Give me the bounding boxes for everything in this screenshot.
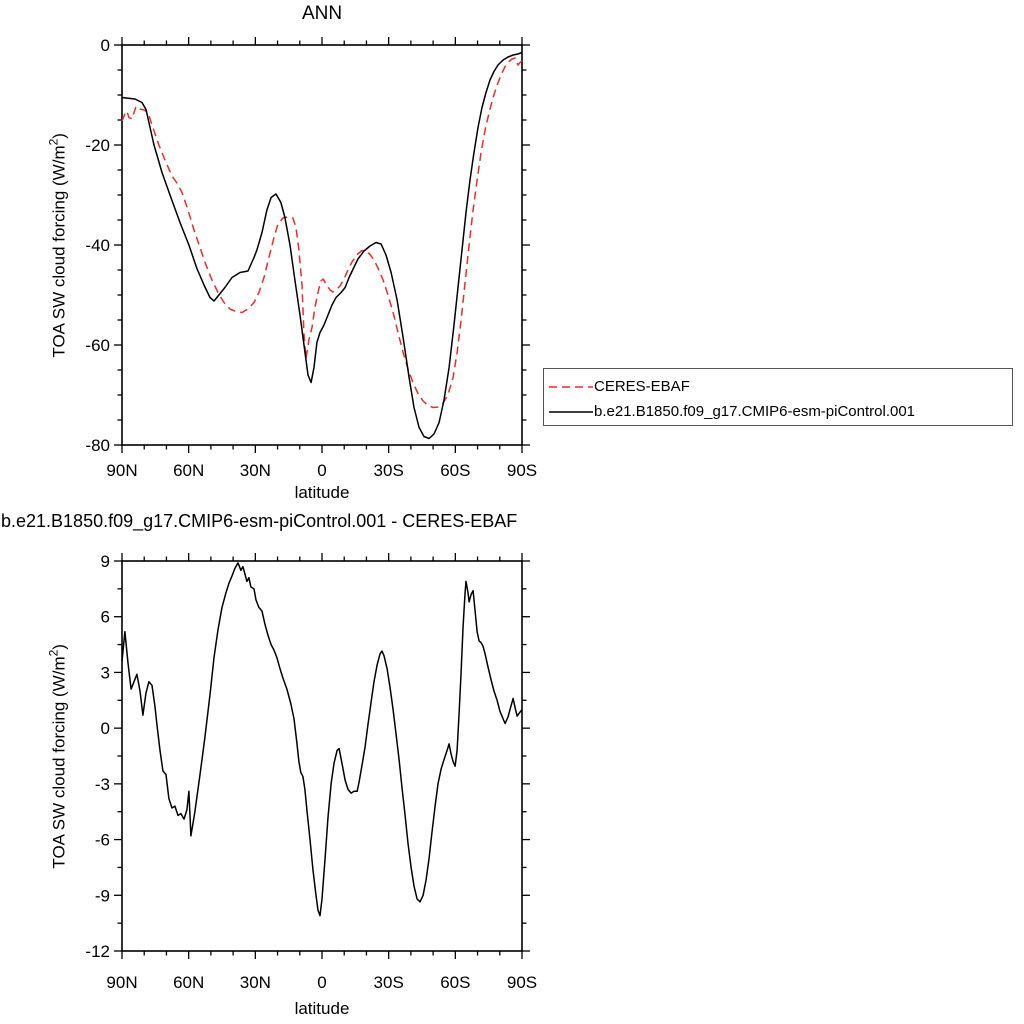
y-tick-label: -12 <box>85 942 110 961</box>
y-tick-label: 3 <box>101 663 110 682</box>
y-axis-label-superscript: 2 <box>46 649 61 657</box>
y-tick-label: -40 <box>85 236 110 255</box>
bottom-chart-y-axis-label: TOA SW cloud forcing (W/m2) <box>47 556 70 956</box>
x-tick-label: 30S <box>374 461 404 480</box>
top-chart-y-axis-label: TOA SW cloud forcing (W/m2) <box>47 45 70 445</box>
y-axis-label-close: ) <box>49 133 69 139</box>
top-chart-plot-area: 90N 60N 30N 0 30S 60S 90S 0 -20 -40 -60 -80 <box>85 36 537 480</box>
x-tick-label: 30N <box>240 973 271 992</box>
x-tick-label: 60S <box>440 461 470 480</box>
bottom-chart-x-axis-label: latitude <box>294 999 350 1018</box>
x-tick-label: 90N <box>106 973 137 992</box>
x-tick-label: 60N <box>173 973 204 992</box>
y-tick-label: 0 <box>101 719 110 738</box>
legend-label-model: b.e21.B1850.f09_g17.CMIP6-esm-piControl.… <box>594 403 916 420</box>
y-axis-label-text: TOA SW cloud forcing (W/m <box>49 145 69 358</box>
series-line-1 <box>121 51 523 440</box>
x-tick-label: 90N <box>106 461 137 480</box>
model-solid-line-sample <box>549 410 593 413</box>
legend-label-ceres-ebaf: CERES-EBAF <box>594 378 690 395</box>
series-line-0 <box>121 562 523 917</box>
legend: CERES-EBAF b.e21.B1850.f09_g17.CMIP6-esm… <box>543 368 1013 426</box>
y-tick-label: -60 <box>85 336 110 355</box>
x-tick-label: 0 <box>317 461 326 480</box>
y-tick-label: -9 <box>95 886 110 905</box>
bottom-chart-plot-area: 90N 60N 30N 0 30S 60S 90S 9 6 3 0 -3 -6 -9 -12 <box>85 552 537 992</box>
bottom-chart-title: b.e21.B1850.f09_g17.CMIP6-esm-piControl.… <box>1 511 518 531</box>
top-chart-title: ANN <box>301 3 343 24</box>
x-tick-label: 90S <box>507 973 537 992</box>
legend-entry-ceres-ebaf: CERES-EBAF <box>549 374 1012 399</box>
x-tick-label: 0 <box>317 973 326 992</box>
y-tick-label: 6 <box>101 608 110 627</box>
x-tick-label: 30N <box>240 461 271 480</box>
y-axis-label-superscript: 2 <box>46 138 61 146</box>
y-tick-label: 9 <box>101 552 110 571</box>
top-chart-x-axis-label: latitude <box>294 483 350 502</box>
y-tick-label: -80 <box>85 436 110 455</box>
x-tick-label: 60S <box>440 973 470 992</box>
x-tick-label: 30S <box>374 973 404 992</box>
series-line-0 <box>121 57 523 409</box>
x-tick-label: 60N <box>173 461 204 480</box>
y-tick-label: -3 <box>95 775 110 794</box>
y-axis-label-close: ) <box>49 644 69 650</box>
y-tick-label: 0 <box>101 36 110 55</box>
y-tick-label: -6 <box>95 831 110 850</box>
y-axis-label-text: TOA SW cloud forcing (W/m <box>49 656 69 869</box>
legend-entry-model: b.e21.B1850.f09_g17.CMIP6-esm-piControl.… <box>549 399 1012 424</box>
ceres-ebaf-dashed-line-sample <box>549 385 593 388</box>
y-tick-label: -20 <box>85 136 110 155</box>
x-tick-label: 90S <box>507 461 537 480</box>
